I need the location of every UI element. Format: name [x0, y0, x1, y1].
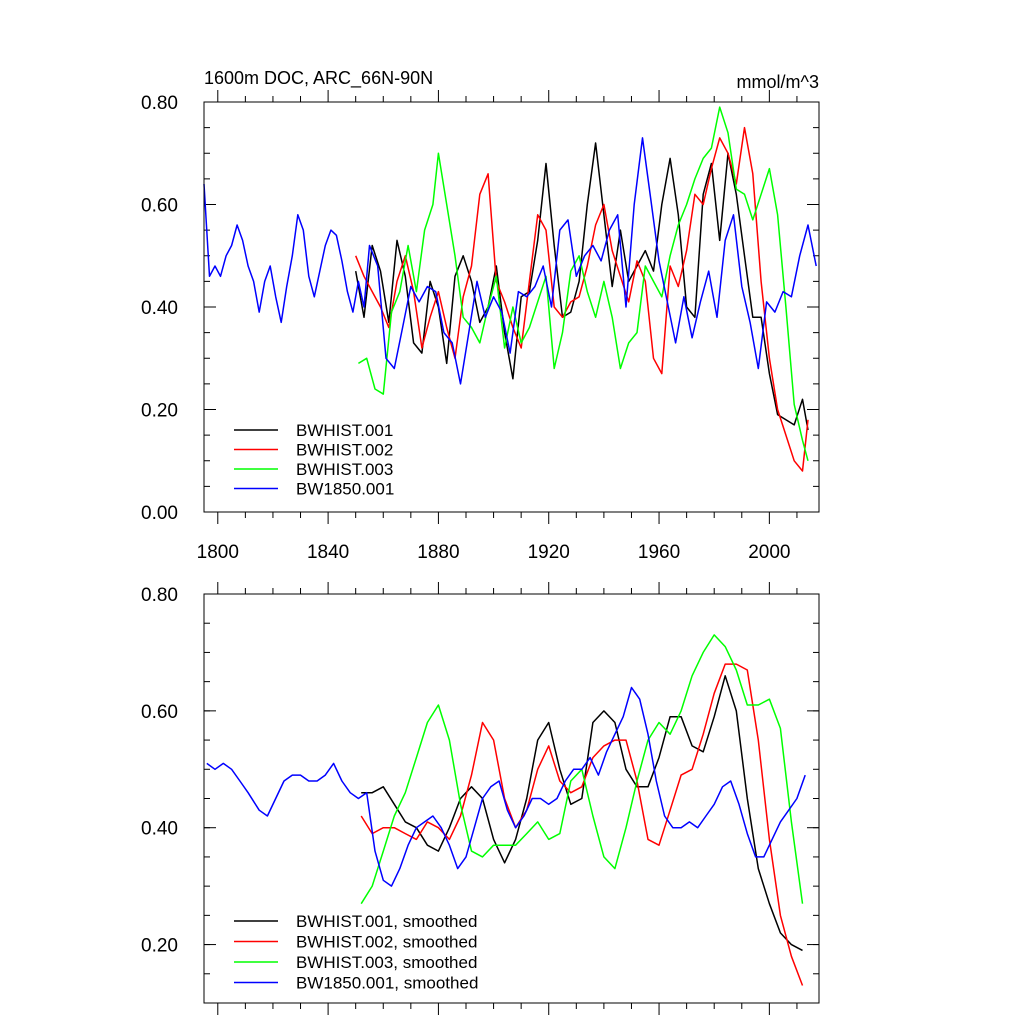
- x-tick-label: 1840: [307, 542, 349, 563]
- panel-title: 1600m DOC, ARC_66N-90N: [204, 68, 433, 89]
- y-tick-label: 0.80: [141, 93, 178, 114]
- top-panel: 1600m DOC, ARC_66N-90N mmol/m^3 0.00 0.20…: [141, 68, 820, 563]
- legend-label: BWHIST.002: [296, 441, 393, 460]
- series-lines: [203, 106, 817, 472]
- series-line: [360, 663, 804, 986]
- legend: BWHIST.001, smoothed BWHIST.002, smoothed…: [234, 912, 478, 993]
- x-tick-label: 1960: [638, 542, 680, 563]
- legend-label: BWHIST.003, smoothed: [296, 953, 477, 972]
- x-tick-label: 1800: [197, 542, 239, 563]
- series-line: [358, 106, 809, 461]
- x-tick-label: 1880: [417, 542, 459, 563]
- y-tick-label: 0.40: [141, 819, 178, 840]
- series-lines: [206, 634, 806, 986]
- y-tick-label: 0.00: [141, 503, 178, 524]
- bottom-panel: 0.200.400.600.80 BWHIST.001, smoothedBWH…: [141, 582, 820, 1015]
- legend-label: BWHIST.002, smoothed: [296, 933, 477, 952]
- y-tick-label: 0.40: [141, 298, 178, 319]
- x-tick-label: 1920: [528, 542, 570, 563]
- series-line: [206, 686, 806, 887]
- plot-frame: [203, 593, 820, 1004]
- legend-label: BW1850.001, smoothed: [296, 974, 478, 993]
- series-line: [361, 675, 803, 952]
- series-line: [203, 137, 817, 385]
- plot-frame: [203, 101, 820, 513]
- y-tick-label: 0.80: [141, 585, 178, 606]
- legend-label: BWHIST.003: [296, 460, 393, 479]
- y-tick-label: 0.60: [141, 702, 178, 723]
- y-tick-label: 0.20: [141, 401, 178, 422]
- legend-label: BW1850.001: [296, 480, 394, 499]
- minor-ticks: [204, 96, 819, 518]
- legend-label: BWHIST.001, smoothed: [296, 912, 477, 931]
- y-tick-labels: 0.00 0.20 0.40 0.60 0.80: [141, 93, 178, 524]
- series-line: [354, 142, 809, 431]
- units-label: mmol/m^3: [737, 72, 819, 92]
- x-tick-label: 2000: [748, 542, 790, 563]
- series-line: [355, 126, 809, 472]
- minor-ticks: [204, 588, 819, 1009]
- x-tick-labels: 1800 1840 1880 1920 1960 2000: [197, 542, 791, 563]
- y-tick-label: 0.20: [141, 936, 178, 957]
- legend-label: BWHIST.001: [296, 421, 393, 440]
- y-tick-labels: 0.20 0.40 0.60 0.80: [141, 585, 178, 957]
- y-tick-label: 0.60: [141, 196, 178, 217]
